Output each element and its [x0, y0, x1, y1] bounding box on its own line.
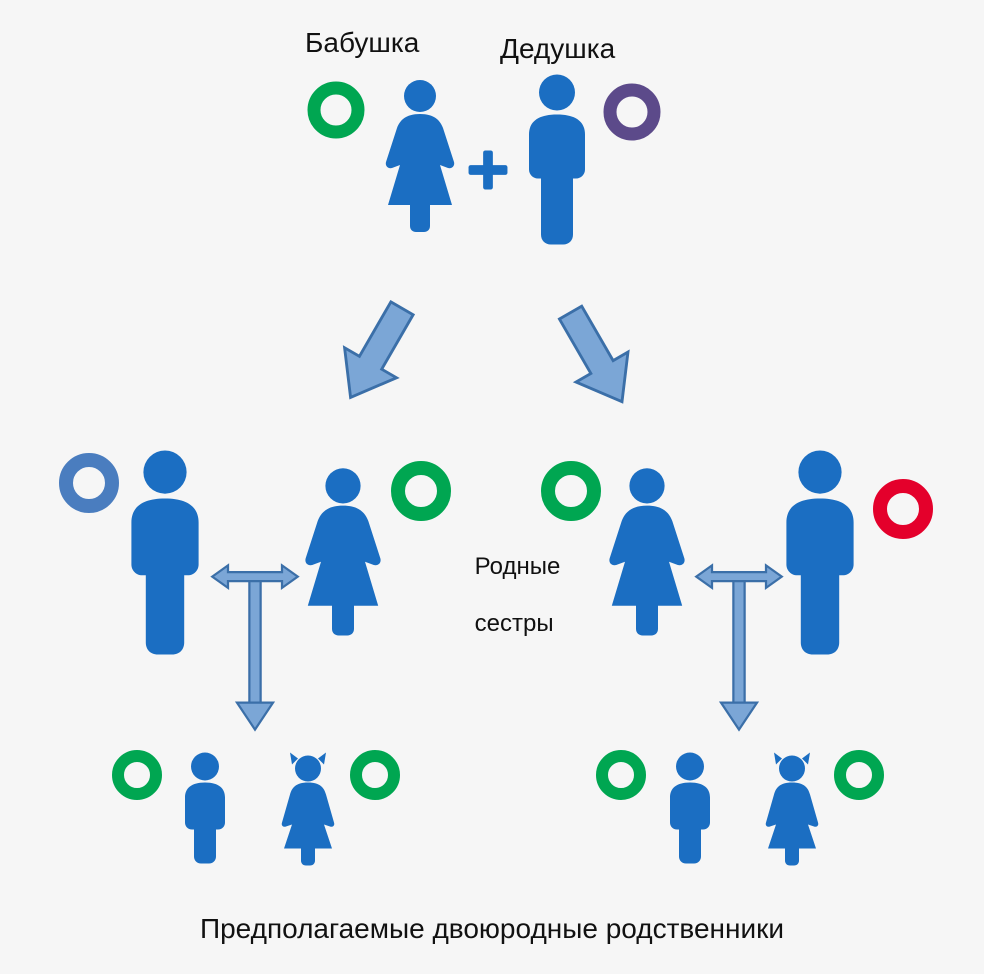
label-sisters: Родные сестры [448, 524, 548, 668]
t-arrow-left [210, 560, 300, 735]
person-sister-right [592, 466, 702, 641]
ring-purple-grandfather [602, 82, 662, 142]
ring-green-grandmother [306, 80, 366, 140]
ring-green-cousin-4 [832, 748, 886, 802]
t-arrow-right [694, 560, 784, 735]
plus-icon [468, 150, 508, 190]
person-cousin-boy-left [165, 750, 245, 868]
person-husband-left [105, 450, 225, 655]
label-sisters-l1: Родные [475, 553, 561, 580]
ring-green-cousin-3 [594, 748, 648, 802]
label-sisters-l2: сестры [475, 610, 554, 637]
diagram-canvas: Бабушка Дедушка Родные сестры [0, 0, 984, 974]
person-sister-left [288, 466, 398, 641]
label-bottom: Предполагаемые двоюродные родственники [0, 912, 984, 946]
label-grandmother: Бабушка [305, 26, 419, 60]
ring-green-cousin-1 [110, 748, 164, 802]
person-grandmother [370, 80, 470, 235]
person-grandfather [507, 72, 607, 247]
arrow-down-right [528, 270, 672, 440]
person-cousin-boy-right [650, 750, 730, 868]
ring-green-cousin-2 [348, 748, 402, 802]
label-grandfather: Дедушка [500, 32, 615, 66]
person-cousin-girl-left [268, 750, 348, 868]
ring-red-husband-right [872, 478, 934, 540]
person-cousin-girl-right [752, 750, 832, 868]
arrow-down-left [308, 270, 452, 440]
ring-green-sister-left [390, 460, 452, 522]
